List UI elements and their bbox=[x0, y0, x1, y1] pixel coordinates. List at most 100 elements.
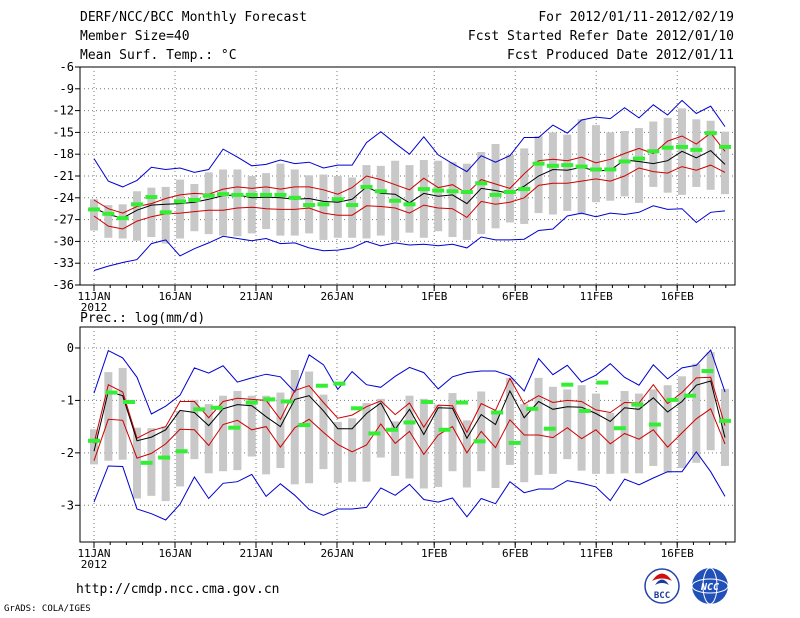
temp-median-mark bbox=[446, 189, 459, 194]
prec-spread-box bbox=[104, 372, 113, 461]
prec-spread-box bbox=[276, 392, 285, 469]
temp-median-mark bbox=[303, 203, 316, 208]
prec-median-mark bbox=[175, 449, 188, 454]
forecast-title: DERF/NCC/BCC Monthly Forecast bbox=[80, 10, 307, 25]
prec-spread-box bbox=[663, 385, 672, 473]
prec-spread-box bbox=[90, 429, 98, 465]
prec-spread-box bbox=[534, 377, 543, 475]
temp-median-mark bbox=[503, 189, 516, 194]
temp-median-mark bbox=[575, 164, 588, 169]
temp-spread-box bbox=[591, 125, 600, 203]
temp-spread-box bbox=[219, 169, 228, 236]
temp-median-mark bbox=[719, 144, 731, 149]
prec-xtick-label: 1FEB bbox=[421, 547, 448, 560]
temp-spread-box bbox=[634, 128, 643, 203]
temp-spread-box bbox=[606, 132, 615, 201]
temp-median-mark bbox=[589, 167, 602, 172]
temp-ytick-label: -18 bbox=[52, 147, 74, 161]
temp-median-mark bbox=[675, 144, 688, 149]
prec-line-min bbox=[93, 450, 726, 521]
prec-median-mark bbox=[561, 382, 574, 387]
temp-median-mark bbox=[532, 161, 545, 166]
temp-ytick-label: -33 bbox=[52, 256, 74, 270]
prec-spread-box bbox=[161, 426, 170, 502]
prec-line-p75 bbox=[93, 376, 726, 444]
temp-median-mark bbox=[360, 184, 373, 189]
temp-median-mark bbox=[475, 181, 488, 186]
prec-xtick-label: 11JAN bbox=[77, 547, 110, 560]
prec-median-mark bbox=[228, 425, 241, 430]
temp-spread-box bbox=[104, 205, 113, 238]
prec-median-mark bbox=[683, 393, 696, 398]
prec-median-mark bbox=[210, 405, 223, 410]
temp-spread-box bbox=[133, 191, 142, 241]
prec-median-mark bbox=[596, 380, 609, 385]
prec-spread-box bbox=[362, 403, 371, 482]
member-size-label: Member Size=40 bbox=[80, 29, 190, 44]
prec-spread-box bbox=[305, 371, 314, 484]
temp-xtick-label: 11JAN bbox=[77, 290, 110, 303]
prec-median-mark bbox=[315, 383, 328, 388]
temp-median-mark bbox=[546, 163, 559, 168]
prec-median-mark bbox=[648, 422, 661, 427]
temp-ytick-label: -15 bbox=[52, 125, 74, 139]
temp-ytick-label: -27 bbox=[52, 213, 74, 227]
temp-spread-box bbox=[649, 121, 658, 187]
temp-median-mark bbox=[489, 192, 502, 197]
prec-xtick-label: 21JAN bbox=[239, 547, 272, 560]
temp-spread-box bbox=[161, 186, 170, 244]
prec-median-mark bbox=[385, 427, 398, 432]
temp-median-mark bbox=[661, 145, 674, 150]
prec-spread-box bbox=[118, 367, 127, 460]
temp-spread-box bbox=[548, 132, 557, 215]
prec-median-mark bbox=[333, 381, 346, 386]
temp-spread-box bbox=[692, 119, 701, 187]
temp-median-mark bbox=[417, 187, 430, 192]
temp-median-mark bbox=[131, 202, 144, 207]
temp-median-mark bbox=[460, 189, 473, 194]
prec-spread-box bbox=[692, 363, 701, 463]
temp-ytick-label: -30 bbox=[52, 234, 74, 248]
temp-spread-box bbox=[348, 177, 357, 238]
prec-median-mark bbox=[543, 426, 556, 431]
prec-median-mark bbox=[631, 402, 644, 407]
prec-spread-box bbox=[419, 398, 428, 489]
forecast-period: For 2012/01/11-2012/02/19 bbox=[538, 10, 734, 25]
prec-xtick-label: 16FEB bbox=[661, 547, 694, 560]
prec-median-mark bbox=[350, 406, 363, 411]
temp-median-mark bbox=[260, 192, 273, 197]
prec-line-mean bbox=[93, 380, 726, 452]
prec-spread-box bbox=[434, 404, 443, 487]
temp-spread-box bbox=[204, 172, 213, 235]
variable-label: Mean Surf. Temp.: °C bbox=[80, 48, 237, 63]
temp-spread-box bbox=[147, 187, 156, 238]
prec-spread-box bbox=[706, 352, 715, 451]
temp-line-max bbox=[93, 99, 726, 188]
temp-median-mark bbox=[188, 197, 201, 202]
temp-spread-box bbox=[419, 160, 428, 238]
temp-spread-box bbox=[290, 169, 299, 236]
temp-spread-box bbox=[477, 152, 486, 235]
prec-xtick-label: 11FEB bbox=[580, 547, 613, 560]
prec-spread-box bbox=[491, 410, 500, 488]
prec-spread-box bbox=[721, 388, 729, 466]
prec-spread-box bbox=[219, 395, 228, 472]
prec-median-mark bbox=[88, 438, 100, 443]
temp-xtick-label: 1FEB bbox=[421, 290, 448, 303]
temp-spread-box bbox=[190, 183, 199, 232]
temp-median-mark bbox=[231, 192, 244, 197]
prec-spread-box bbox=[563, 389, 572, 460]
prec-spread-box bbox=[677, 376, 686, 469]
temp-ytick-label: -9 bbox=[60, 82, 74, 96]
prec-spread-box bbox=[591, 393, 600, 474]
prec-spread-box bbox=[620, 390, 629, 474]
temp-median-mark bbox=[561, 163, 574, 168]
temp-spread-box bbox=[462, 163, 471, 240]
bcc-logo: BCC bbox=[644, 568, 680, 604]
temp-spread-box bbox=[563, 134, 572, 211]
temp-spread-box bbox=[319, 174, 328, 240]
prec-ytick-label: -2 bbox=[60, 446, 74, 460]
temp-spread-box bbox=[534, 136, 543, 214]
temp-median-mark bbox=[88, 207, 100, 212]
